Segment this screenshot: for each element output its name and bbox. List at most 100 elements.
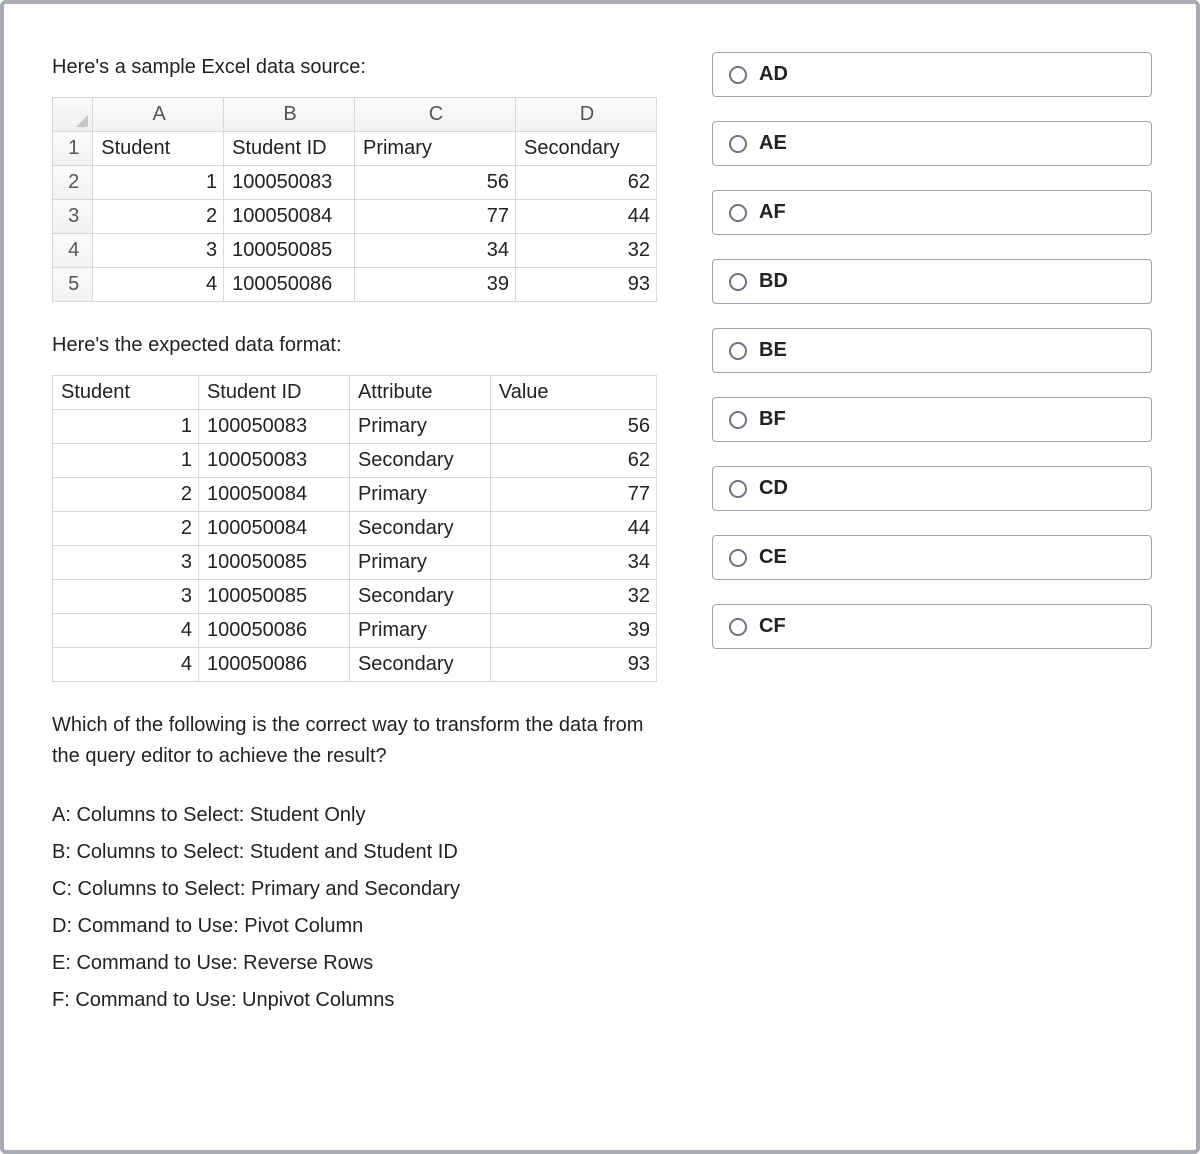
option-definition: E: Command to Use: Reverse Rows <box>52 948 672 979</box>
answer-label: AF <box>759 201 786 224</box>
excel-cell[interactable]: 100050086 <box>224 268 355 302</box>
excel-select-all-corner[interactable] <box>53 98 93 132</box>
excel-col-header[interactable]: D <box>516 98 657 132</box>
excel-col-header[interactable]: B <box>224 98 355 132</box>
radio-icon <box>729 549 747 567</box>
result-cell: 100050086 <box>198 614 349 648</box>
excel-cell[interactable]: 4 <box>93 268 224 302</box>
answer-label: CD <box>759 477 788 500</box>
option-definition: A: Columns to Select: Student Only <box>52 800 672 831</box>
radio-icon <box>729 273 747 291</box>
option-definition: F: Command to Use: Unpivot Columns <box>52 985 672 1016</box>
result-cell: Secondary <box>349 648 490 682</box>
excel-cell[interactable]: 39 <box>354 268 515 302</box>
answer-option-af[interactable]: AF <box>712 190 1152 235</box>
result-cell: 1 <box>53 410 199 444</box>
result-cell: Primary <box>349 614 490 648</box>
result-cell: 1 <box>53 444 199 478</box>
radio-icon <box>729 204 747 222</box>
excel-cell[interactable]: 56 <box>354 166 515 200</box>
expected-result-table: StudentStudent IDAttributeValue110005008… <box>52 375 657 682</box>
answer-label: CF <box>759 615 786 638</box>
answer-label: BE <box>759 339 787 362</box>
result-cell: 3 <box>53 580 199 614</box>
excel-cell[interactable]: 100050085 <box>224 234 355 268</box>
answer-label: AD <box>759 63 788 86</box>
result-cell: 2 <box>53 512 199 546</box>
excel-cell[interactable]: 77 <box>354 200 515 234</box>
excel-cell[interactable]: 34 <box>354 234 515 268</box>
excel-cell[interactable]: 3 <box>93 234 224 268</box>
result-cell: 100050085 <box>198 546 349 580</box>
result-header-cell: Value <box>490 376 656 410</box>
result-cell: 93 <box>490 648 656 682</box>
result-header-cell: Attribute <box>349 376 490 410</box>
excel-cell[interactable]: 93 <box>516 268 657 302</box>
answer-option-bd[interactable]: BD <box>712 259 1152 304</box>
result-cell: 32 <box>490 580 656 614</box>
result-cell: 56 <box>490 410 656 444</box>
answer-label: CE <box>759 546 787 569</box>
result-cell: 4 <box>53 648 199 682</box>
radio-icon <box>729 411 747 429</box>
answer-label: AE <box>759 132 787 155</box>
excel-cell[interactable]: Student ID <box>224 132 355 166</box>
radio-icon <box>729 480 747 498</box>
excel-cell[interactable]: Primary <box>354 132 515 166</box>
result-cell: 44 <box>490 512 656 546</box>
excel-cell[interactable]: 1 <box>93 166 224 200</box>
answer-option-ce[interactable]: CE <box>712 535 1152 580</box>
excel-row-number[interactable]: 2 <box>53 166 93 200</box>
question-content: Here's a sample Excel data source: ABCD 1… <box>52 52 672 1090</box>
result-header-cell: Student <box>53 376 199 410</box>
result-cell: 4 <box>53 614 199 648</box>
option-definitions: A: Columns to Select: Student Only B: Col… <box>52 800 672 1016</box>
excel-row-number[interactable]: 5 <box>53 268 93 302</box>
answer-choices: AD AE AF BD BE BF CD CE CF <box>712 52 1152 1090</box>
excel-cell[interactable]: 100050083 <box>224 166 355 200</box>
result-cell: Primary <box>349 478 490 512</box>
question-frame: Here's a sample Excel data source: ABCD1… <box>0 0 1200 1154</box>
intro2-text: Here's the expected data format: <box>52 330 672 361</box>
option-definition: C: Columns to Select: Primary and Second… <box>52 874 672 905</box>
excel-cell[interactable]: Student <box>93 132 224 166</box>
answer-option-ae[interactable]: AE <box>712 121 1152 166</box>
excel-cell[interactable]: 32 <box>516 234 657 268</box>
result-cell: Primary <box>349 410 490 444</box>
result-cell: 100050083 <box>198 444 349 478</box>
result-cell: 100050085 <box>198 580 349 614</box>
option-definition: B: Columns to Select: Student and Studen… <box>52 837 672 868</box>
answer-label: BF <box>759 408 786 431</box>
result-cell: 100050084 <box>198 512 349 546</box>
result-cell: 62 <box>490 444 656 478</box>
excel-col-header[interactable]: C <box>354 98 515 132</box>
result-cell: 100050086 <box>198 648 349 682</box>
excel-cell[interactable]: 62 <box>516 166 657 200</box>
intro-text: Here's a sample Excel data source: <box>52 52 672 83</box>
result-cell: 100050084 <box>198 478 349 512</box>
result-cell: 39 <box>490 614 656 648</box>
excel-cell[interactable]: 2 <box>93 200 224 234</box>
excel-row-number[interactable]: 4 <box>53 234 93 268</box>
excel-cell[interactable]: 44 <box>516 200 657 234</box>
result-cell: 2 <box>53 478 199 512</box>
answer-option-cf[interactable]: CF <box>712 604 1152 649</box>
result-header-cell: Student ID <box>198 376 349 410</box>
result-cell: 34 <box>490 546 656 580</box>
excel-cell[interactable]: Secondary <box>516 132 657 166</box>
answer-option-cd[interactable]: CD <box>712 466 1152 511</box>
answer-option-ad[interactable]: AD <box>712 52 1152 97</box>
radio-icon <box>729 618 747 636</box>
excel-col-header[interactable]: A <box>93 98 224 132</box>
result-cell: 3 <box>53 546 199 580</box>
excel-cell[interactable]: 100050084 <box>224 200 355 234</box>
excel-row-number[interactable]: 3 <box>53 200 93 234</box>
excel-source-table: ABCD1StudentStudent IDPrimarySecondary21… <box>52 97 657 302</box>
excel-row-number[interactable]: 1 <box>53 132 93 166</box>
answer-option-bf[interactable]: BF <box>712 397 1152 442</box>
answer-option-be[interactable]: BE <box>712 328 1152 373</box>
question-text: Which of the following is the correct wa… <box>52 710 672 772</box>
result-cell: 100050083 <box>198 410 349 444</box>
radio-icon <box>729 66 747 84</box>
radio-icon <box>729 342 747 360</box>
